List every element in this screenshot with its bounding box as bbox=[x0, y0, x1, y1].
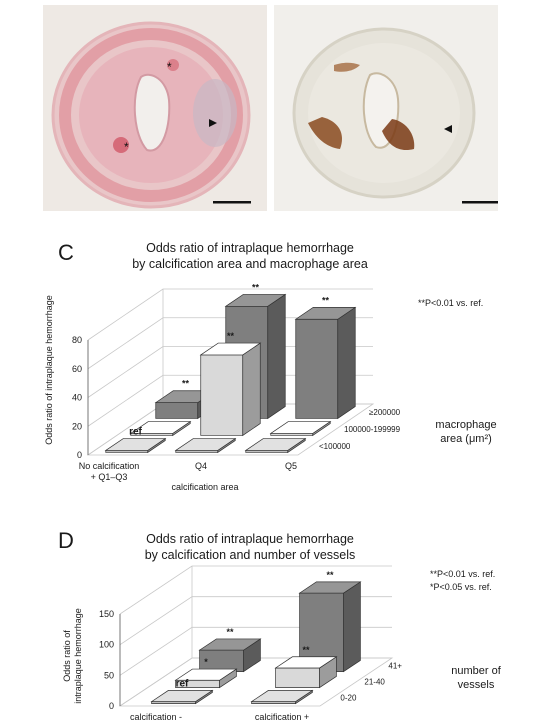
bar-top bbox=[174, 438, 237, 451]
bar-data-label: ref bbox=[129, 427, 142, 438]
y-tick-label: 40 bbox=[72, 393, 82, 403]
depth-category-label: 0-20 bbox=[340, 693, 357, 702]
significance-note: *P<0.05 vs. ref. bbox=[430, 582, 492, 592]
depth-category-label: 41+ bbox=[388, 661, 402, 670]
depth-category-label: 100000-199999 bbox=[344, 425, 401, 434]
bar-top bbox=[294, 307, 357, 320]
bar-data-label: ** bbox=[302, 645, 310, 655]
y-tick-label: 150 bbox=[99, 609, 114, 619]
bar-front bbox=[275, 667, 320, 688]
bar-data-label: ref bbox=[176, 678, 189, 689]
bar-top bbox=[129, 421, 192, 434]
y-tick-label: 80 bbox=[72, 335, 82, 345]
bar-top bbox=[198, 638, 262, 651]
bar-side bbox=[337, 306, 356, 420]
category-label: calcification + bbox=[255, 712, 309, 722]
depth-axis-title: macrophage bbox=[435, 419, 496, 431]
bar-data-label: ** bbox=[226, 627, 234, 637]
bar-top bbox=[199, 342, 262, 356]
y-axis-title: Odds ratio of bbox=[62, 630, 72, 682]
depth-axis-title: vessels bbox=[458, 679, 495, 691]
bar-front bbox=[200, 354, 244, 436]
chart-floor bbox=[118, 657, 394, 707]
bar-top bbox=[274, 656, 338, 669]
depth-axis-title: area (μm²) bbox=[440, 433, 492, 445]
y-tick-label: 50 bbox=[104, 670, 114, 680]
bar-top bbox=[244, 438, 307, 451]
y-axis-title: Odds ratio of intraplaque hemorrhage bbox=[44, 295, 54, 445]
bar-top bbox=[104, 438, 167, 451]
panel-letter: D bbox=[58, 528, 74, 553]
chart-c: C Odds ratio of intraplaque hemorrhage by … bbox=[0, 230, 554, 500]
bar-data-label: * bbox=[204, 657, 208, 667]
bar-data-label: ** bbox=[322, 295, 330, 305]
category-label: calcification - bbox=[130, 712, 182, 722]
bar-top bbox=[150, 690, 214, 702]
depth-axis-title: number of bbox=[451, 665, 501, 677]
category-label: Q5 bbox=[285, 461, 297, 471]
y-tick-label: 0 bbox=[77, 450, 82, 460]
bar-top bbox=[298, 581, 362, 594]
bar-front bbox=[155, 402, 199, 419]
marker-star-2: * bbox=[124, 140, 129, 154]
chart-d: D Odds ratio of intraplaque hemorrhage by … bbox=[0, 526, 554, 724]
bar-top bbox=[269, 421, 332, 434]
bar-data-label: ** bbox=[326, 570, 334, 580]
chart-title-line: Odds ratio of intraplaque hemorrhage bbox=[146, 241, 354, 255]
y-tick-label: 0 bbox=[109, 701, 114, 711]
chart-title-line: by calcification and number of vessels bbox=[145, 548, 356, 562]
depth-category-label: <100000 bbox=[319, 442, 351, 451]
category-label: No calcification bbox=[79, 461, 140, 471]
category-label: Q4 bbox=[195, 461, 207, 471]
bar-side bbox=[343, 581, 361, 673]
x-axis-title: calcification area bbox=[171, 482, 238, 492]
chart-c-svg: C Odds ratio of intraplaque hemorrhage by … bbox=[44, 240, 497, 492]
bar-top bbox=[250, 690, 314, 702]
micrograph-b bbox=[274, 5, 498, 211]
bar-top bbox=[174, 668, 238, 681]
bar-side bbox=[242, 342, 261, 437]
chart-d-svg: D Odds ratio of intraplaque hemorrhage by … bbox=[58, 528, 502, 722]
bar-side bbox=[267, 293, 286, 420]
depth-category-label: ≥200000 bbox=[369, 408, 401, 417]
bar-top bbox=[224, 294, 287, 307]
chart-floor bbox=[86, 403, 375, 456]
y-tick-label: 20 bbox=[72, 421, 82, 431]
panel-letter: C bbox=[58, 240, 74, 265]
marker-star-1: * bbox=[167, 60, 172, 74]
y-tick-label: 60 bbox=[72, 364, 82, 374]
depth-category-label: 21-40 bbox=[364, 677, 385, 686]
y-axis-title: intraplaque hemorrhage bbox=[73, 608, 83, 704]
micrograph-a: * * bbox=[43, 5, 267, 211]
bar-data-label: ** bbox=[227, 331, 235, 341]
chart-title-line: by calcification area and macrophage are… bbox=[132, 257, 368, 271]
significance-note: **P<0.01 vs. ref. bbox=[430, 569, 495, 579]
y-tick-label: 100 bbox=[99, 640, 114, 650]
bar-data-label: ** bbox=[182, 379, 190, 389]
chart-title-line: Odds ratio of intraplaque hemorrhage bbox=[146, 532, 354, 546]
category-label: + Q1–Q3 bbox=[91, 472, 128, 482]
bar-data-label: ** bbox=[252, 282, 260, 292]
bar-front bbox=[295, 318, 339, 419]
significance-note: **P<0.01 vs. ref. bbox=[418, 298, 483, 308]
